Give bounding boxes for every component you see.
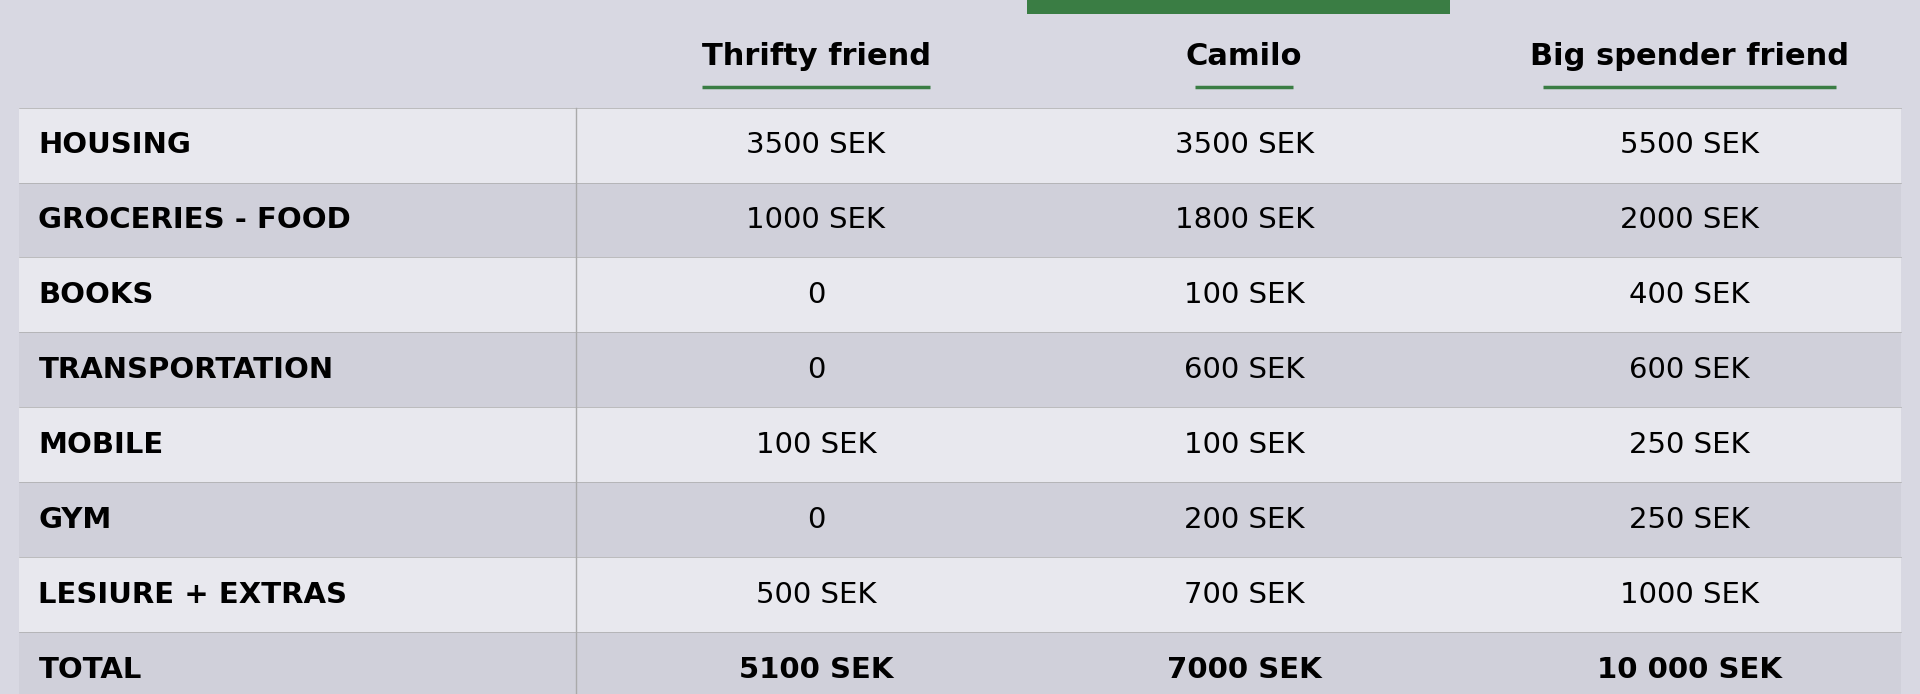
Bar (19, 183, 1901, 257)
Text: 250 SEK: 250 SEK (1630, 506, 1749, 534)
Bar (19, 14, 1901, 108)
Text: 1000 SEK: 1000 SEK (747, 206, 885, 234)
Text: Thrifty friend: Thrifty friend (701, 42, 931, 71)
Text: 500 SEK: 500 SEK (756, 581, 876, 609)
Text: BOOKS: BOOKS (38, 281, 154, 309)
Text: 1000 SEK: 1000 SEK (1620, 581, 1759, 609)
Text: 700 SEK: 700 SEK (1185, 581, 1304, 609)
Text: 200 SEK: 200 SEK (1185, 506, 1304, 534)
Text: 3500 SEK: 3500 SEK (1175, 131, 1313, 159)
Text: 1800 SEK: 1800 SEK (1175, 206, 1313, 234)
Text: 400 SEK: 400 SEK (1630, 281, 1749, 309)
Text: 10 000 SEK: 10 000 SEK (1597, 656, 1782, 684)
Text: 2000 SEK: 2000 SEK (1620, 206, 1759, 234)
Text: 0: 0 (806, 356, 826, 384)
Text: MOBILE: MOBILE (38, 431, 163, 459)
Bar (19, 257, 1901, 332)
Text: GYM: GYM (38, 506, 111, 534)
Text: Camilo: Camilo (1187, 42, 1302, 71)
Text: 600 SEK: 600 SEK (1185, 356, 1304, 384)
Text: Big spender friend: Big spender friend (1530, 42, 1849, 71)
Bar (19, 332, 1901, 407)
Text: HOUSING: HOUSING (38, 131, 192, 159)
Text: 0: 0 (806, 281, 826, 309)
Bar (1027, 0, 1450, 31)
Bar (19, 108, 1901, 183)
Bar (19, 557, 1901, 632)
Text: 100 SEK: 100 SEK (756, 431, 876, 459)
Text: 600 SEK: 600 SEK (1630, 356, 1749, 384)
Text: TOTAL: TOTAL (38, 656, 142, 684)
Text: 250 SEK: 250 SEK (1630, 431, 1749, 459)
Text: GROCERIES - FOOD: GROCERIES - FOOD (38, 206, 351, 234)
Text: 100 SEK: 100 SEK (1185, 431, 1304, 459)
Text: 7000 SEK: 7000 SEK (1167, 656, 1321, 684)
Bar (19, 482, 1901, 557)
Text: TRANSPORTATION: TRANSPORTATION (38, 356, 334, 384)
Text: 5100 SEK: 5100 SEK (739, 656, 893, 684)
Text: 0: 0 (806, 506, 826, 534)
Text: 3500 SEK: 3500 SEK (747, 131, 885, 159)
Text: LESIURE + EXTRAS: LESIURE + EXTRAS (38, 581, 348, 609)
Text: 100 SEK: 100 SEK (1185, 281, 1304, 309)
Bar (19, 632, 1901, 694)
Text: 5500 SEK: 5500 SEK (1620, 131, 1759, 159)
Bar (19, 407, 1901, 482)
